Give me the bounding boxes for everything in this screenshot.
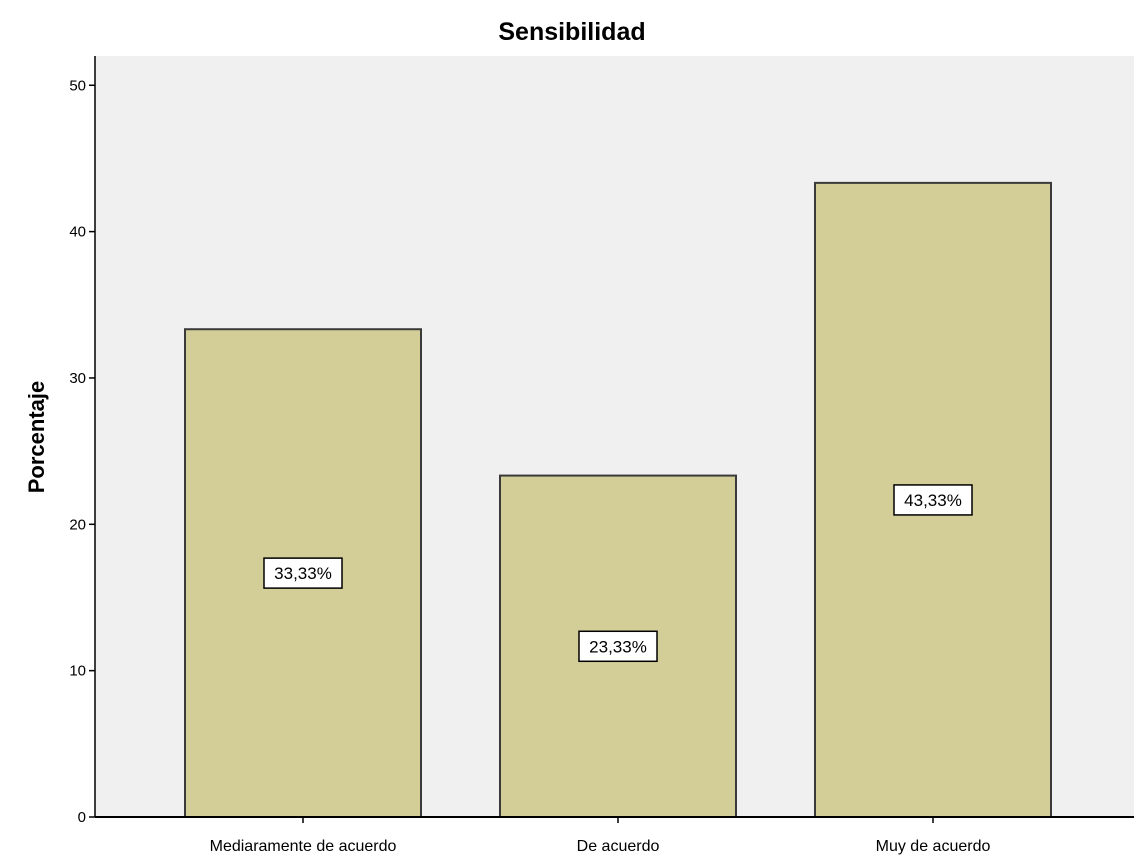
data-label-box bbox=[578, 630, 658, 663]
y-tick-label: 0 bbox=[78, 809, 86, 826]
chart-title: Sensibilidad bbox=[498, 18, 645, 46]
data-label: 23,33% bbox=[589, 637, 647, 656]
y-tick-label: 40 bbox=[69, 224, 86, 241]
data-label: 43,33% bbox=[904, 491, 962, 510]
y-tick-label: 50 bbox=[69, 77, 86, 94]
x-tick-label: Muy de acuerdo bbox=[876, 838, 991, 855]
axes-layer: Mediaramente de acuerdo De acuerdo Muy de … bbox=[69, 56, 1134, 855]
x-tick-label: De acuerdo bbox=[577, 838, 660, 855]
y-tick-label: 10 bbox=[69, 663, 86, 680]
bars-layer: 33,33% 23,33% 43,33% bbox=[184, 181, 1052, 818]
y-tick-label: 20 bbox=[69, 516, 86, 533]
y-tick-label: 30 bbox=[69, 370, 86, 387]
y-axis-label: Porcentaje bbox=[24, 381, 49, 494]
data-label: 33,33% bbox=[274, 564, 332, 583]
x-tick-label: Mediaramente de acuerdo bbox=[210, 838, 397, 855]
data-label-box bbox=[893, 484, 973, 516]
data-label-box bbox=[263, 557, 343, 589]
